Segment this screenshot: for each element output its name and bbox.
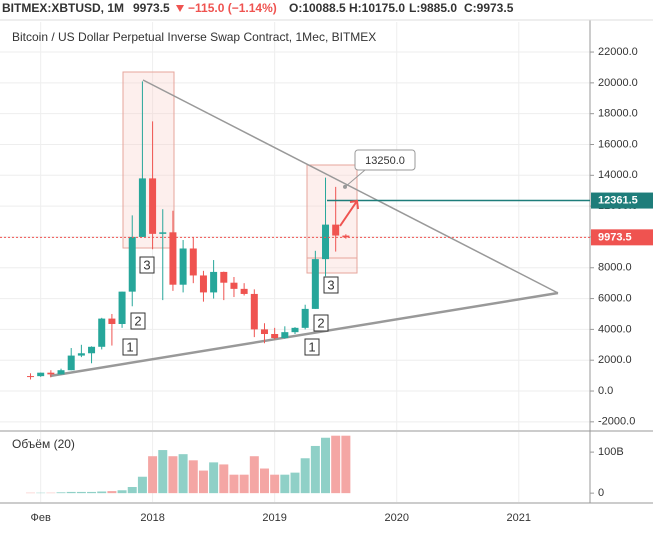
candle-body xyxy=(200,275,207,292)
y-tick-label: 100B xyxy=(598,446,624,458)
candle-body xyxy=(58,370,65,374)
volume-bar xyxy=(301,458,310,493)
y-tick-label: 2000.0 xyxy=(598,354,632,366)
wave-label: 3 xyxy=(327,277,334,292)
candle-body xyxy=(230,283,237,289)
x-tick-label: 2021 xyxy=(507,512,531,524)
candle-body xyxy=(47,373,54,375)
candle-body xyxy=(302,309,309,328)
y-tick-label: 16000.0 xyxy=(598,138,638,150)
candle-body xyxy=(149,178,156,233)
y-tick-label: 14000.0 xyxy=(598,169,638,181)
candle-body xyxy=(98,319,105,347)
volume-bar xyxy=(158,450,167,493)
volume-bar xyxy=(240,475,249,493)
x-tick-label: 2020 xyxy=(384,512,408,524)
candle-body xyxy=(251,294,258,329)
volume-bar xyxy=(331,436,340,493)
x-tick-label: 2019 xyxy=(262,512,286,524)
volume-bar xyxy=(311,446,320,493)
wave-label: 1 xyxy=(126,339,133,354)
change: −115.0 (−1.14%) xyxy=(188,1,277,15)
volume-bar xyxy=(270,475,279,493)
symbol: BITMEX:XBTUSD, 1M xyxy=(2,1,124,15)
volume-bar xyxy=(107,491,116,493)
price-tag-label: 9973.5 xyxy=(598,231,632,243)
volume-bar xyxy=(341,436,350,493)
y-tick-label: 6000.0 xyxy=(598,292,632,304)
volume-bar xyxy=(138,477,147,493)
volume-bar xyxy=(250,456,259,493)
candle-body xyxy=(27,376,34,377)
y-tick-label: 0.0 xyxy=(598,385,613,397)
y-tick-label: 8000.0 xyxy=(598,262,632,274)
ohlc-open: O:10088.5 xyxy=(289,1,346,15)
candle-body xyxy=(108,319,115,324)
volume-bar xyxy=(77,492,86,493)
y-tick-label: 18000.0 xyxy=(598,108,638,120)
chart-title: Bitcoin / US Dollar Perpetual Inverse Sw… xyxy=(12,30,376,44)
volume-bar xyxy=(148,456,157,493)
candle-body xyxy=(281,332,288,338)
candle-body xyxy=(139,178,146,237)
volume-bar xyxy=(199,471,208,494)
candle-body xyxy=(129,237,136,292)
wave-label: 2 xyxy=(134,313,141,328)
candle-body xyxy=(220,272,227,283)
y-tick-label: 22000.0 xyxy=(598,46,638,58)
y-tick-label: -2000.0 xyxy=(598,416,635,428)
wave-label: 3 xyxy=(143,257,150,272)
wave-label: 1 xyxy=(308,339,315,354)
candle-body xyxy=(332,225,339,236)
volume-bar xyxy=(179,454,188,493)
candle-body xyxy=(78,353,85,355)
volume-bar xyxy=(57,492,66,493)
volume-bar xyxy=(67,492,76,493)
candle-body xyxy=(159,232,166,234)
volume-bar xyxy=(219,464,228,493)
candle-body xyxy=(169,232,176,284)
volume-bar xyxy=(118,490,127,493)
wave-label: 2 xyxy=(317,315,324,330)
candle-body xyxy=(68,356,75,371)
highlight-box xyxy=(123,72,174,248)
volume-bar xyxy=(321,438,330,493)
candle-body xyxy=(261,329,268,334)
volume-bar xyxy=(260,469,269,494)
candle-body xyxy=(119,292,126,324)
ohlc-high: H:10175.0 xyxy=(349,1,405,15)
callout-label: 13250.0 xyxy=(365,155,405,167)
last-price: 9973.5 xyxy=(133,1,170,15)
candle-body xyxy=(312,259,319,309)
candle-body xyxy=(292,328,299,332)
candle-body xyxy=(322,225,329,260)
x-tick-label: Фев xyxy=(31,512,51,524)
y-tick-label: 0 xyxy=(598,487,604,499)
volume-bar xyxy=(291,473,300,494)
candle-body xyxy=(271,334,278,338)
volume-bar xyxy=(229,475,238,493)
volume-bar xyxy=(280,475,289,493)
volume-bar xyxy=(87,492,96,493)
volume-bar xyxy=(97,492,106,494)
volume-bar xyxy=(128,487,137,493)
volume-bar xyxy=(168,456,177,493)
highlight-box xyxy=(307,165,357,273)
y-tick-label: 4000.0 xyxy=(598,323,632,335)
volume-bar xyxy=(209,462,218,493)
candle-body xyxy=(37,373,44,376)
candle-body xyxy=(88,347,95,353)
candle-body xyxy=(241,289,248,294)
candle-body xyxy=(180,248,187,284)
y-tick-label: 20000.0 xyxy=(598,77,638,89)
x-tick-label: 2018 xyxy=(140,512,164,524)
candle-body xyxy=(210,272,217,292)
ohlc-close: C:9973.5 xyxy=(464,1,514,15)
price-tag-label: 12361.5 xyxy=(598,194,638,206)
ohlc-low: L:9885.0 xyxy=(409,1,457,15)
volume-bar xyxy=(189,460,198,493)
volume-title: Объём (20) xyxy=(12,437,75,451)
candle-body xyxy=(190,248,197,275)
